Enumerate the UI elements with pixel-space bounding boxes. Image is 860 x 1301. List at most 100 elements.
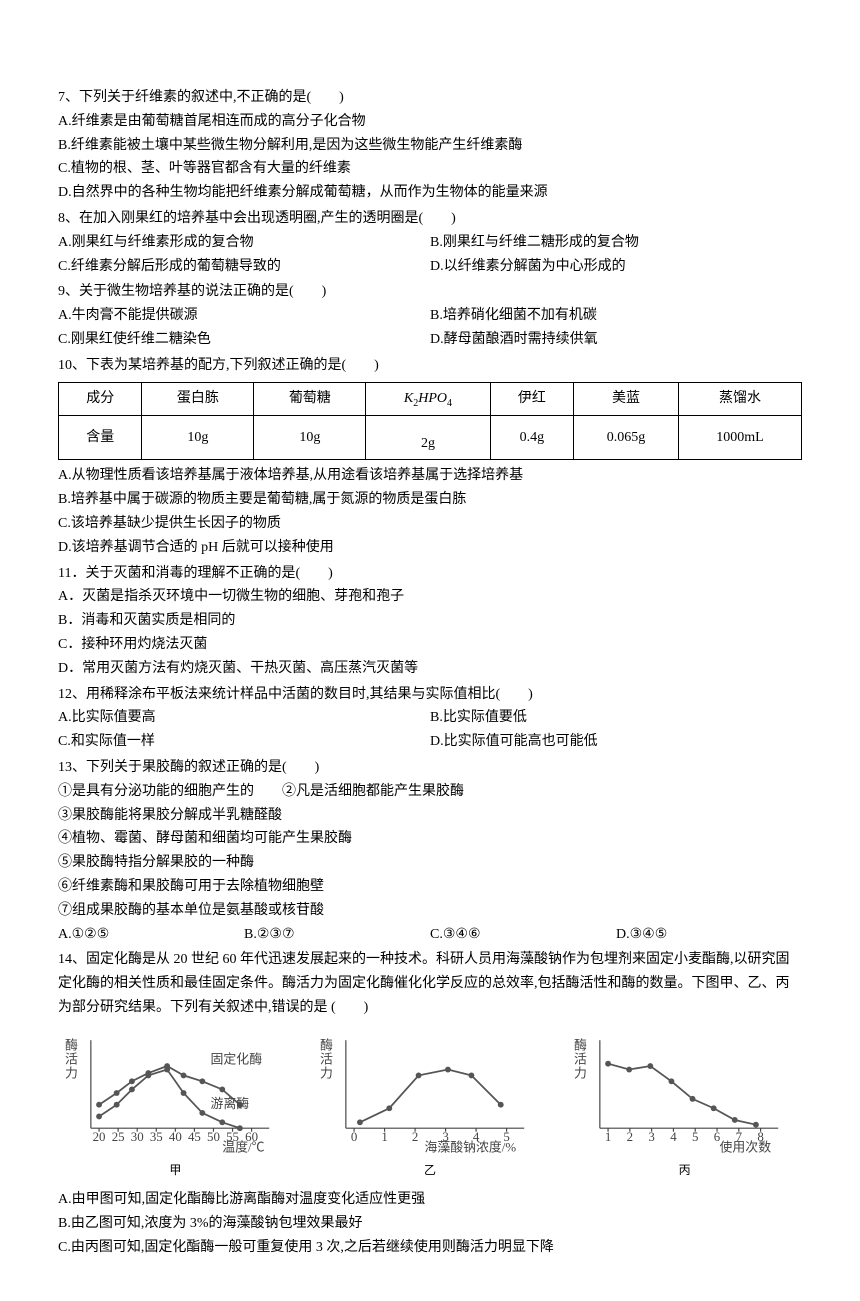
q14-option-b: B.由乙图可知,浓度为 3%的海藻酸钠包埋效果最好 [58,1212,802,1236]
q10-table: 成分 蛋白胨 葡萄糖 K2HPO4 伊红 美蓝 蒸馏水 含量 10g 10g 2… [58,382,802,461]
q11-stem: 11．关于灭菌和消毒的理解不正确的是( ) [58,562,802,586]
table-header-5: 美蓝 [574,382,679,416]
q9-stem: 9、关于微生物培养基的说法正确的是( ) [58,280,802,304]
q12-option-c: C.和实际值一样 [58,730,430,754]
svg-text:活: 活 [574,1052,587,1066]
q8-option-b: B.刚果红与纤维二糖形成的复合物 [430,231,802,255]
table-value-2: 2g [366,416,490,460]
svg-text:力: 力 [65,1066,78,1080]
table-header-3: K2HPO4 [366,382,490,416]
q10-option-a: A.从物理性质看该培养基属于液体培养基,从用途看该培养基属于选择培养基 [58,464,802,488]
table-value-1: 10g [254,416,366,460]
chart-2: 酶 活 力 012345 海藻酸钠浓度/% [313,1028,548,1158]
q13-s1: ①是具有分泌功能的细胞产生的 ②凡是活细胞都能产生果胶酶 [58,780,802,804]
svg-text:35: 35 [150,1130,163,1144]
table-value-4: 0.065g [574,416,679,460]
q11-option-b: B．消毒和灭菌实质是相同的 [58,609,802,633]
question-9: 9、关于微生物培养基的说法正确的是( ) A.牛肉膏不能提供碳源 B.培养硝化细… [58,280,802,351]
q10-stem: 10、下表为某培养基的配方,下列叙述正确的是( ) [58,354,802,378]
question-10: 10、下表为某培养基的配方,下列叙述正确的是( ) 成分 蛋白胨 葡萄糖 K2H… [58,354,802,560]
q13-option-b: B.②③⑦ [244,923,430,947]
table-header-0: 成分 [59,382,142,416]
q13-s7: ⑦组成果胶酶的基本单位是氨基酸或核苷酸 [58,899,802,923]
table-value-0: 10g [142,416,254,460]
table-header-6: 蒸馏水 [678,382,801,416]
question-7: 7、下列关于纤维素的叙述中,不正确的是( ) A.纤维素是由葡萄糖首尾相连而成的… [58,86,802,205]
q8-option-d: D.以纤维素分解菌为中心形成的 [430,255,802,279]
q7-option-d: D.自然界中的各种生物均能把纤维素分解成葡萄糖，从而作为生物体的能量来源 [58,181,802,205]
q10-option-c: C.该培养基缺少提供生长因子的物质 [58,512,802,536]
chart3-xlabel: 使用次数 [720,1139,772,1154]
chart2-ylabel: 酶 [320,1037,333,1052]
svg-text:1: 1 [381,1130,387,1144]
svg-text:0: 0 [351,1130,357,1144]
svg-text:4: 4 [671,1130,678,1144]
q13-s6: ⑥纤维素酶和果胶酶可用于去除植物细胞壁 [58,875,802,899]
q13-option-c: C.③④⑥ [430,923,616,947]
q13-stem: 13、下列关于果胶酶的叙述正确的是( ) [58,756,802,780]
q7-stem: 7、下列关于纤维素的叙述中,不正确的是( ) [58,86,802,110]
chart2-xlabel: 海藻酸钠浓度/% [424,1139,516,1154]
chart1-label: 甲 [58,1160,293,1180]
svg-text:活: 活 [65,1052,78,1066]
chart-1-container: 酶 活 力 202530354045505560 温度/℃ 固定化酶 游离酶 甲 [58,1028,293,1180]
question-13: 13、下列关于果胶酶的叙述正确的是( ) ①是具有分泌功能的细胞产生的 ②凡是活… [58,756,802,946]
question-14: 14、固定化酶是从 20 世纪 60 年代迅速发展起来的一种技术。科研人员用海藻… [58,948,802,1259]
q11-option-a: A．灭菌是指杀灭环境中一切微生物的细胞、芽孢和孢子 [58,585,802,609]
table-header-4: 伊红 [490,382,573,416]
q12-stem: 12、用稀释涂布平板法来统计样品中活菌的数目时,其结果与实际值相比( ) [58,683,802,707]
q8-stem: 8、在加入刚果红的培养基中会出现透明圈,产生的透明圈是( ) [58,207,802,231]
q11-option-d: D．常用灭菌方法有灼烧灭菌、干热灭菌、高压蒸汽灭菌等 [58,657,802,681]
chart1-legend1: 固定化酶 [211,1051,263,1066]
chart3-ylabel: 酶 [574,1037,587,1052]
chart-3-container: 酶 活 力 12345678 使用次数 丙 [567,1028,802,1180]
svg-text:30: 30 [131,1130,144,1144]
q9-option-d: D.酵母菌酿酒时需持续供氧 [430,328,802,352]
table-row-label: 含量 [59,416,142,460]
q9-option-b: B.培养硝化细菌不加有机碳 [430,304,802,328]
q9-option-c: C.刚果红使纤维二糖染色 [58,328,430,352]
svg-text:2: 2 [412,1130,418,1144]
q7-option-b: B.纤维素能被土壤中某些微生物分解利用,是因为这些微生物能产生纤维素酶 [58,134,802,158]
question-8: 8、在加入刚果红的培养基中会出现透明圈,产生的透明圈是( ) A.刚果红与纤维素… [58,207,802,278]
chart1-legend2: 游离酶 [211,1096,250,1111]
chart-3: 酶 活 力 12345678 使用次数 [567,1028,802,1158]
q13-option-a: A.①②⑤ [58,923,244,947]
chart1-xlabel: 温度/℃ [222,1139,264,1154]
q13-option-d: D.③④⑤ [616,923,802,947]
svg-text:25: 25 [112,1130,125,1144]
q14-stem: 14、固定化酶是从 20 世纪 60 年代迅速发展起来的一种技术。科研人员用海藻… [58,948,802,1019]
question-11: 11．关于灭菌和消毒的理解不正确的是( ) A．灭菌是指杀灭环境中一切微生物的细… [58,562,802,681]
q13-s4: ④植物、霉菌、酵母菌和细菌均可能产生果胶酶 [58,827,802,851]
q9-option-a: A.牛肉膏不能提供碳源 [58,304,430,328]
question-12: 12、用稀释涂布平板法来统计样品中活菌的数目时,其结果与实际值相比( ) A.比… [58,683,802,754]
svg-text:50: 50 [207,1130,220,1144]
chart-1: 酶 活 力 202530354045505560 温度/℃ 固定化酶 游离酶 [58,1028,293,1158]
svg-text:1: 1 [605,1130,611,1144]
q7-option-a: A.纤维素是由葡萄糖首尾相连而成的高分子化合物 [58,110,802,134]
q12-option-b: B.比实际值要低 [430,706,802,730]
q8-option-c: C.纤维素分解后形成的葡萄糖导致的 [58,255,430,279]
q12-option-d: D.比实际值可能高也可能低 [430,730,802,754]
chart-2-container: 酶 活 力 012345 海藻酸钠浓度/% 乙 [313,1028,548,1180]
q13-s3: ③果胶酶能将果胶分解成半乳糖醛酸 [58,804,802,828]
q10-option-b: B.培养基中属于碳源的物质主要是葡萄糖,属于氮源的物质是蛋白胨 [58,488,802,512]
q8-option-a: A.刚果红与纤维素形成的复合物 [58,231,430,255]
q13-s5: ⑤果胶酶特指分解果胶的一种酶 [58,851,802,875]
svg-text:活: 活 [320,1052,333,1066]
table-value-5: 1000mL [678,416,801,460]
svg-text:45: 45 [188,1130,201,1144]
chart1-ylabel: 酶 [65,1037,78,1052]
q12-option-a: A.比实际值要高 [58,706,430,730]
svg-text:2: 2 [627,1130,633,1144]
q14-option-a: A.由甲图可知,固定化酯酶比游离酯酶对温度变化适应性更强 [58,1188,802,1212]
svg-text:40: 40 [169,1130,182,1144]
chart3-label: 丙 [567,1160,802,1180]
svg-text:5: 5 [692,1130,698,1144]
table-value-3: 0.4g [490,416,573,460]
q7-option-c: C.植物的根、茎、叶等器官都含有大量的纤维素 [58,157,802,181]
svg-text:3: 3 [649,1130,655,1144]
q14-option-c: C.由丙图可知,固定化酯酶一般可重复使用 3 次,之后若继续使用则酶活力明显下降 [58,1236,802,1260]
q11-option-c: C．接种环用灼烧法灭菌 [58,633,802,657]
charts-row: 酶 活 力 202530354045505560 温度/℃ 固定化酶 游离酶 甲 [58,1028,802,1180]
